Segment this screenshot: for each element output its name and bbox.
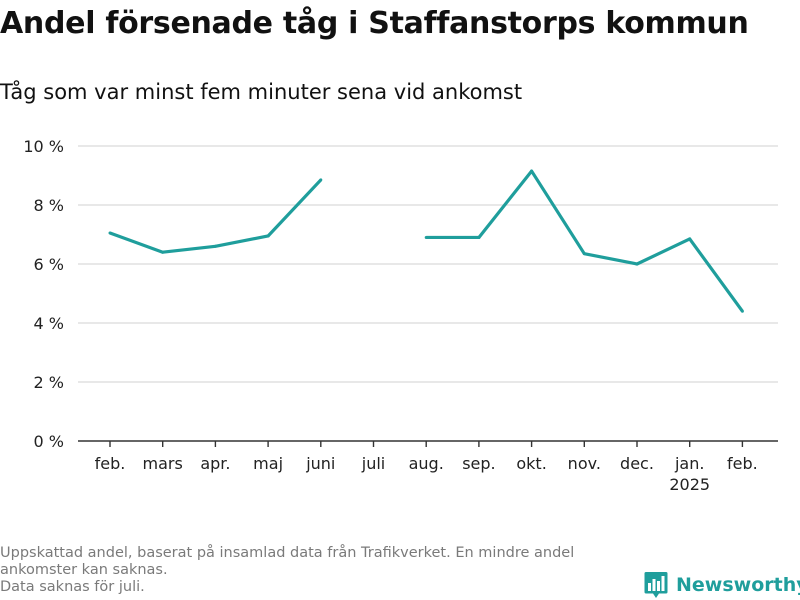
data-point	[213, 244, 217, 248]
x-tick-sublabel: 2025	[669, 475, 710, 494]
y-tick-label: 8 %	[34, 196, 64, 215]
series-line-segment	[426, 169, 744, 313]
x-tick-label: jan.	[674, 454, 704, 473]
x-axis: feb. mars apr. maj juni juli aug. sep. okt. nov. d…	[78, 440, 778, 494]
footnote-line: ankomster kan saknas.	[0, 562, 168, 578]
brand-name: Newsworthy	[676, 574, 800, 596]
x-tick-label: nov.	[568, 454, 601, 473]
data-point	[582, 252, 586, 256]
brand-logo[interactable]: Newsworthy	[644, 570, 800, 600]
x-tick-label: sep.	[462, 454, 495, 473]
y-axis-tick-labels: 0 % 2 % 4 % 6 % 8 % 10 %	[23, 137, 64, 451]
x-tick-label: apr.	[200, 454, 230, 473]
grid-lines	[78, 145, 778, 383]
data-point	[108, 231, 112, 235]
data-point	[688, 237, 692, 241]
line-chart: 0 % 2 % 4 % 6 % 8 % 10 % feb. mars apr. maj juni j…	[23, 137, 778, 494]
series-line-segment	[109, 178, 322, 254]
data-point	[740, 309, 744, 313]
data-point	[477, 235, 481, 239]
data-point	[424, 235, 428, 239]
x-tick-label: maj	[253, 454, 283, 473]
newsworthy-logo-icon	[644, 572, 668, 598]
data-point	[319, 178, 323, 182]
chart-title: Andel försenade tåg i Staffanstorps komm…	[0, 6, 749, 41]
data-point	[635, 262, 639, 266]
footnote-line: Uppskattad andel, baserat på insamlad da…	[0, 545, 575, 561]
data-series	[108, 169, 744, 313]
x-tick-label: juni	[305, 454, 335, 473]
data-point	[161, 250, 165, 254]
x-tick-label: dec.	[620, 454, 654, 473]
chart-subtitle: Tåg som var minst fem minuter sena vid a…	[0, 80, 523, 104]
data-point	[266, 234, 270, 238]
footnote-line: Data saknas för juli.	[0, 579, 145, 595]
x-tick-label: juli	[361, 454, 385, 473]
footnote: Uppskattad andel, baserat på insamlad da…	[0, 545, 630, 596]
y-tick-label: 0 %	[34, 432, 64, 451]
x-tick-label: aug.	[409, 454, 444, 473]
y-tick-label: 6 %	[34, 255, 64, 274]
x-tick-label: feb.	[727, 454, 758, 473]
y-tick-label: 2 %	[34, 373, 64, 392]
x-tick-label: mars	[143, 454, 183, 473]
x-tick-label: feb.	[95, 454, 126, 473]
data-point	[530, 169, 534, 173]
y-tick-label: 10 %	[23, 137, 64, 156]
y-tick-label: 4 %	[34, 314, 64, 333]
x-tick-label: okt.	[516, 454, 546, 473]
